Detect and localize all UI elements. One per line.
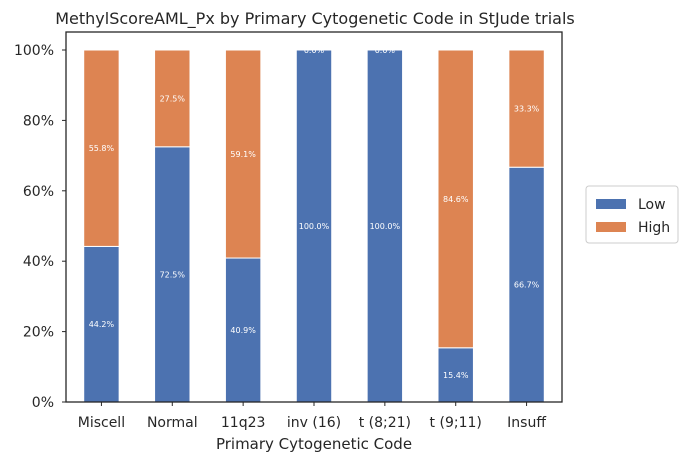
bar-low-4 [366,49,404,403]
x-tick-label: 11q23 [221,415,266,431]
bar-label-low-2: 40.9% [230,326,256,335]
legend: Low High [585,185,679,244]
bar-low-6 [508,166,545,403]
chart-title: MethylScoreAML_Px by Primary Cytogenetic… [55,9,575,29]
bar-label-high-5: 84.6% [443,195,469,204]
bar-label-low-5: 15.4% [443,371,469,380]
bar-label-high-6: 33.3% [514,105,540,114]
x-tick-label: Normal [147,415,198,431]
bar-label-low-3: 100.0% [299,222,330,231]
x-tick-label: inv (16) [287,415,341,431]
y-tick-label: 80% [23,113,54,129]
bar-high-0 [83,49,120,247]
bar-label-high-3: 0.0% [304,46,325,55]
bar-high-1 [154,49,191,148]
x-tick-label: Miscell [78,415,125,431]
y-tick-label: 100% [14,43,54,59]
bars-group [83,49,545,403]
x-tick-label: Insuff [507,415,546,431]
legend-swatch-high [596,222,626,232]
y-tick-label: 60% [23,184,54,200]
bar-high-6 [508,49,545,168]
bar-label-low-0: 44.2% [89,320,115,329]
bar-label-low-6: 66.7% [514,281,540,290]
bar-labels-group: 44.2% 55.8% 72.5% 27.5% 40.9% 59.1% 100.0% 0.0%… [89,46,540,380]
bar-label-high-2: 59.1% [230,150,256,159]
x-tick-label: t (9;11) [430,415,482,431]
legend-label-low: Low [638,197,666,213]
x-tick-label: t (8;21) [359,415,411,431]
bar-label-low-1: 72.5% [160,270,186,279]
x-axis-label: Primary Cytogenetic Code [216,435,412,453]
bar-low-0 [83,245,120,403]
legend-label-high: High [638,220,670,236]
bar-label-high-1: 27.5% [160,94,186,103]
bar-label-low-4: 100.0% [370,222,401,231]
legend-swatch-low [596,199,626,209]
y-axis-ticks: 0% 20% 40% 60% 80% 100% [14,43,66,411]
y-tick-label: 20% [23,325,54,341]
bar-label-high-0: 55.8% [89,144,115,153]
bar-high-2 [224,49,262,259]
x-axis-ticks: Miscell Normal 11q23 inv (16) t (8;21) t (9;1… [78,402,546,431]
bar-label-high-4: 0.0% [375,46,396,55]
y-tick-label: 0% [32,395,54,411]
bar-high-5 [437,49,474,349]
y-tick-label: 40% [23,254,54,270]
